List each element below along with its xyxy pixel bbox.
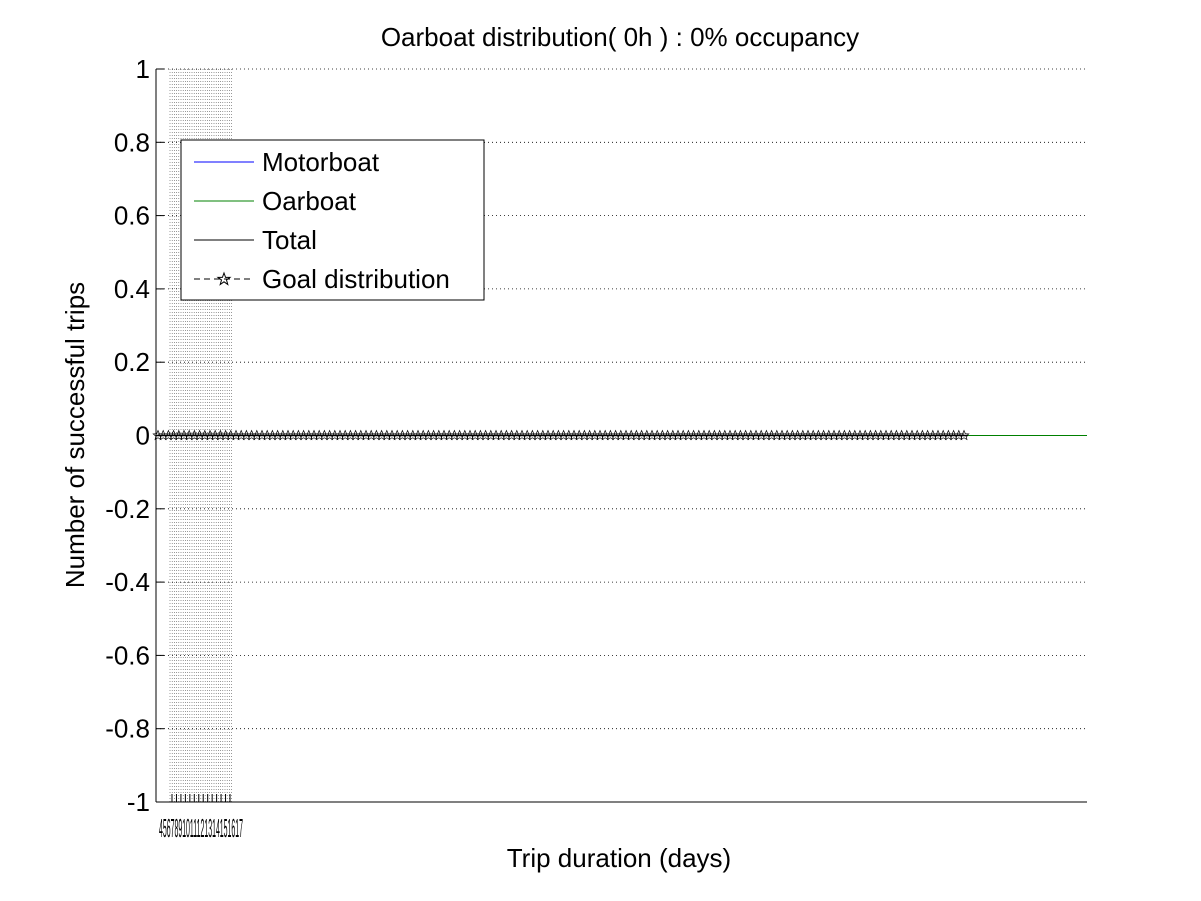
y-tick-label: 0	[136, 421, 150, 451]
legend-label-oarboat: Oarboat	[262, 186, 357, 216]
legend: Motorboat Oarboat Total Goal distributio…	[180, 139, 485, 301]
x-axis-label: Trip duration (days)	[507, 843, 731, 873]
legend-label-total: Total	[262, 225, 317, 255]
chart-title: Oarboat distribution( 0h ) : 0% occupanc…	[381, 22, 859, 52]
y-tick-label: -0.8	[105, 714, 150, 744]
y-tick-label: -0.6	[105, 640, 150, 670]
y-tick-label: 0.2	[114, 347, 150, 377]
y-tick-label: 1	[136, 54, 150, 84]
y-tick-label: -1	[127, 787, 150, 817]
y-tick-label: -0.2	[105, 494, 150, 524]
plot-area: -1 -0.8 -0.6 -0.4 -0.2 0 0.2 0.4 0.6 0.8 1 45678910…	[105, 54, 1087, 843]
goal-marker-star	[958, 429, 970, 441]
y-tick-label: 0.8	[114, 127, 150, 157]
legend-swatch-goal-star-icon	[216, 271, 232, 286]
legend-label-goal: Goal distribution	[262, 264, 450, 294]
x-tick-labels: 4567891011121314151617	[159, 813, 243, 843]
y-tick-label: -0.4	[105, 567, 150, 597]
y-tick-label: 0.4	[114, 274, 150, 304]
y-tick-label: 0.6	[114, 201, 150, 231]
y-axis-label: Number of successful trips	[60, 282, 90, 588]
legend-box	[180, 139, 485, 301]
legend-label-motorboat: Motorboat	[262, 147, 380, 177]
